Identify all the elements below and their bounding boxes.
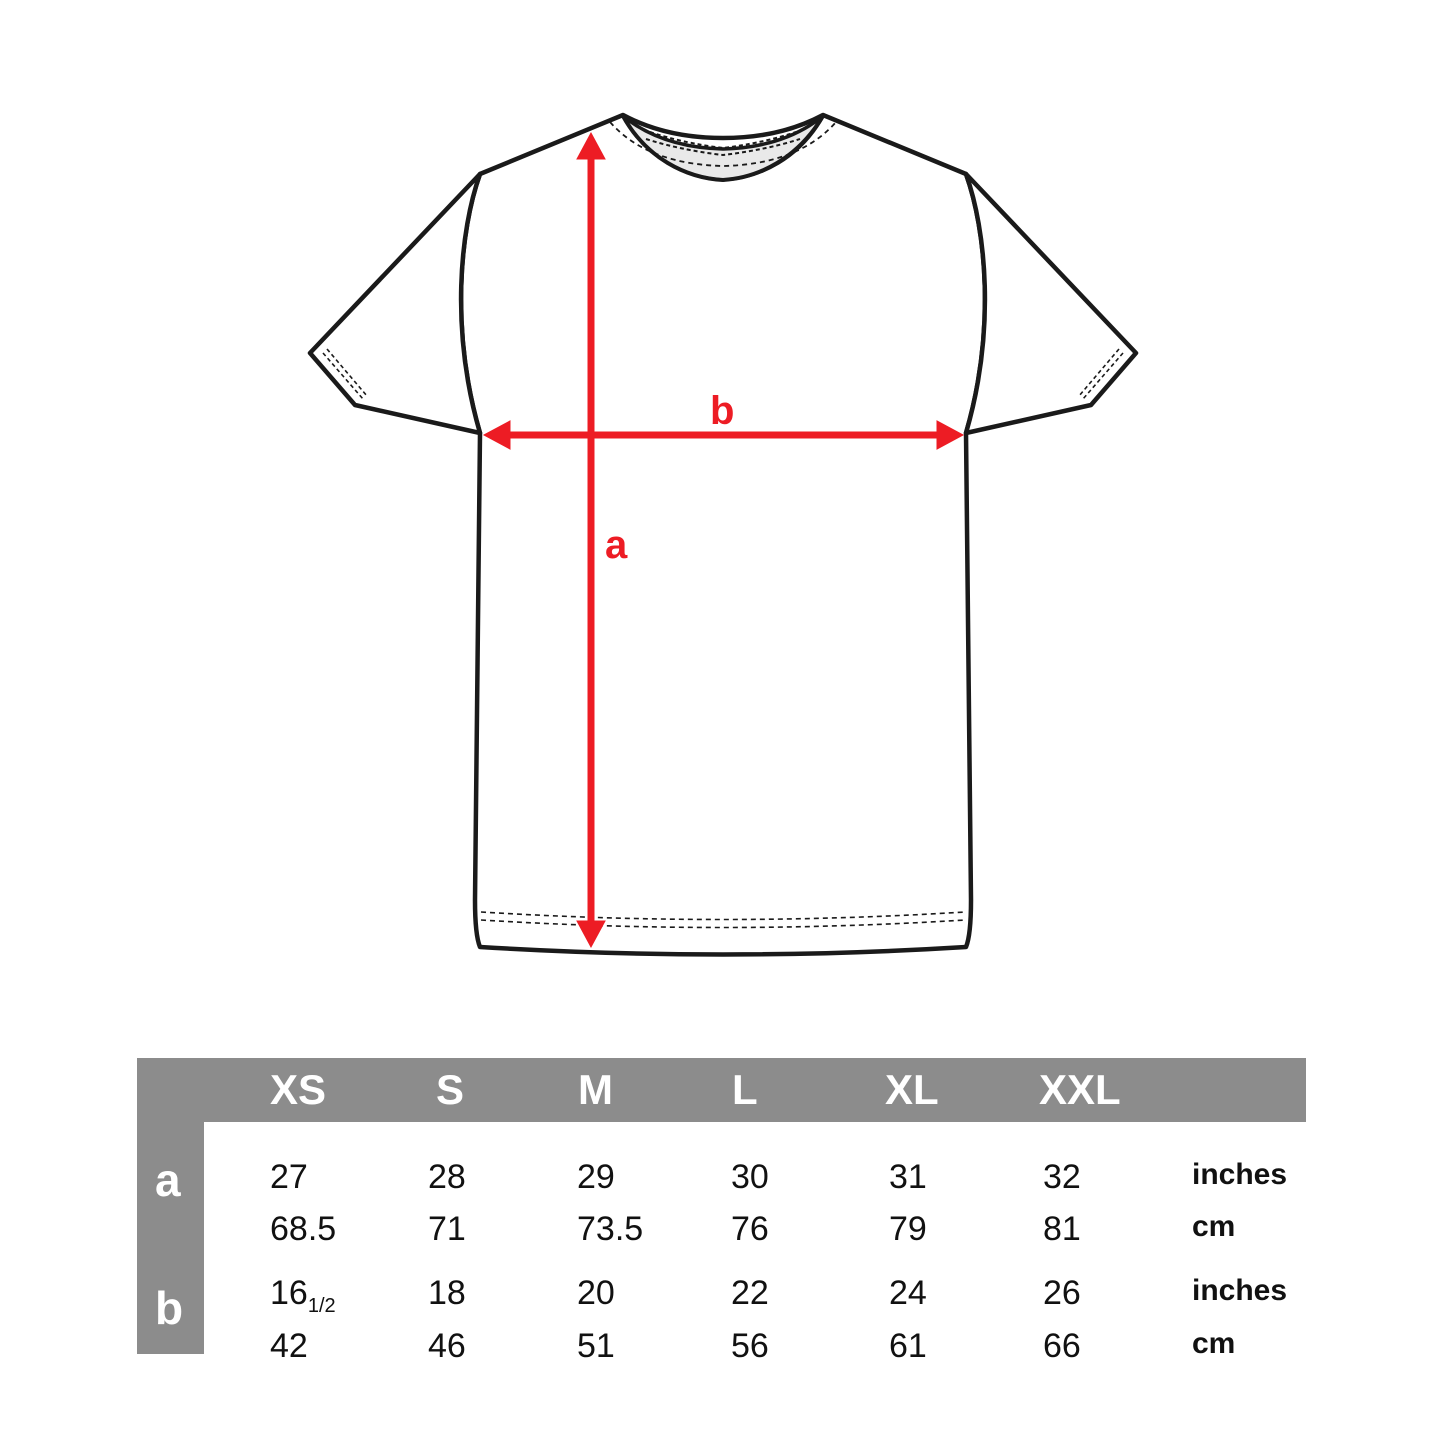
svg-text:a: a xyxy=(605,523,628,567)
svg-text:b: b xyxy=(710,389,734,433)
